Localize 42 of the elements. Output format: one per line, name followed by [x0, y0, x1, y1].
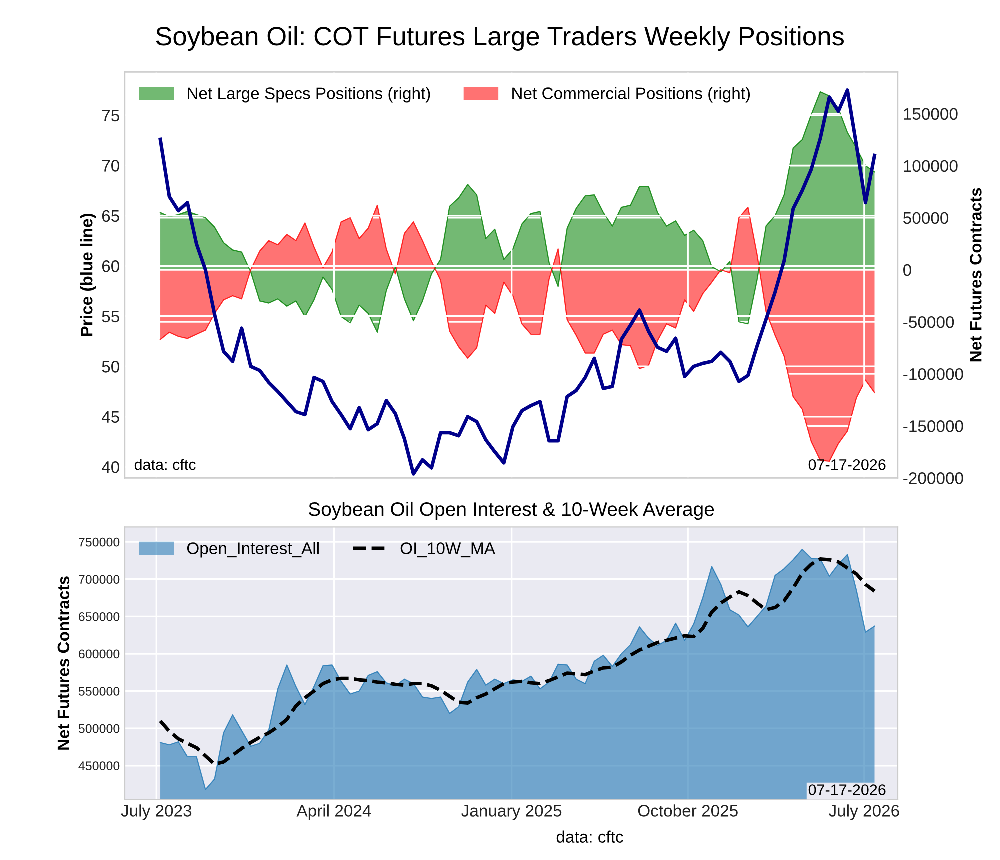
text: data: cftc — [556, 830, 624, 843]
legend-label: OI_10W_MA — [400, 542, 496, 558]
y-tick-label: 55 — [102, 310, 120, 323]
annotation: data: cftc — [134, 459, 196, 470]
annotation: 07-17-2026 — [808, 784, 886, 796]
y-axis-title: Net Futures Contracts — [58, 576, 70, 750]
y-tick-label: 75 — [102, 110, 120, 122]
y-tick-label: 60 — [102, 260, 120, 272]
y-tick-label: 40 — [102, 462, 120, 474]
y2-tick-label: -200000 — [904, 472, 964, 484]
y-tick-label: 70 — [102, 160, 120, 172]
y2-tick-label: 0 — [904, 264, 912, 276]
y-tick-label: 50 — [102, 361, 120, 373]
y-tick-label: 550000 — [78, 687, 120, 696]
y2-tick-label: 100000 — [904, 160, 958, 172]
line-series — [158, 558, 876, 766]
y2-tick-label: 150000 — [904, 108, 958, 120]
y-tick-label: 450000 — [78, 762, 120, 771]
y-tick-label: 700000 — [79, 575, 120, 584]
y-tick-label: 650000 — [79, 612, 120, 622]
legend-label: Net Large Specs Positions (right) — [188, 87, 430, 103]
legend-label: Open_Interest_All — [187, 542, 319, 558]
y2-tick-label: 50000 — [904, 212, 949, 224]
x-tick-label: July 2026 — [829, 804, 900, 820]
y-axis-title: Price (blue line) — [80, 214, 96, 336]
y-tick-label: 65 — [102, 210, 120, 222]
x-tick-label: January 2025 — [462, 805, 562, 820]
y2-tick-label: -50000 — [904, 316, 954, 328]
y-tick-label: 750000 — [79, 538, 120, 547]
legend-label: Net Commercial Positions (right) — [512, 87, 750, 103]
y2-tick-label: -100000 — [904, 368, 964, 380]
y2-tick-label: -150000 — [904, 420, 964, 432]
annotation: 07-17-2026 — [808, 459, 886, 470]
x-tick-label: October 2025 — [638, 804, 738, 817]
x-tick-label: July 2023 — [121, 804, 192, 820]
y2-axis-title: Net Futures Contracts — [970, 188, 982, 362]
chart-title: Soybean Oil Open Interest & 10-Week Average — [308, 502, 714, 520]
y-tick-label: 600000 — [79, 650, 120, 659]
y-tick-label: 500000 — [78, 724, 120, 734]
y-tick-label: 45 — [102, 411, 120, 424]
chart-title: Soybean Oil: COT Futures Large Traders Weekly Positions — [156, 26, 844, 51]
x-tick-label: April 2024 — [296, 804, 372, 820]
